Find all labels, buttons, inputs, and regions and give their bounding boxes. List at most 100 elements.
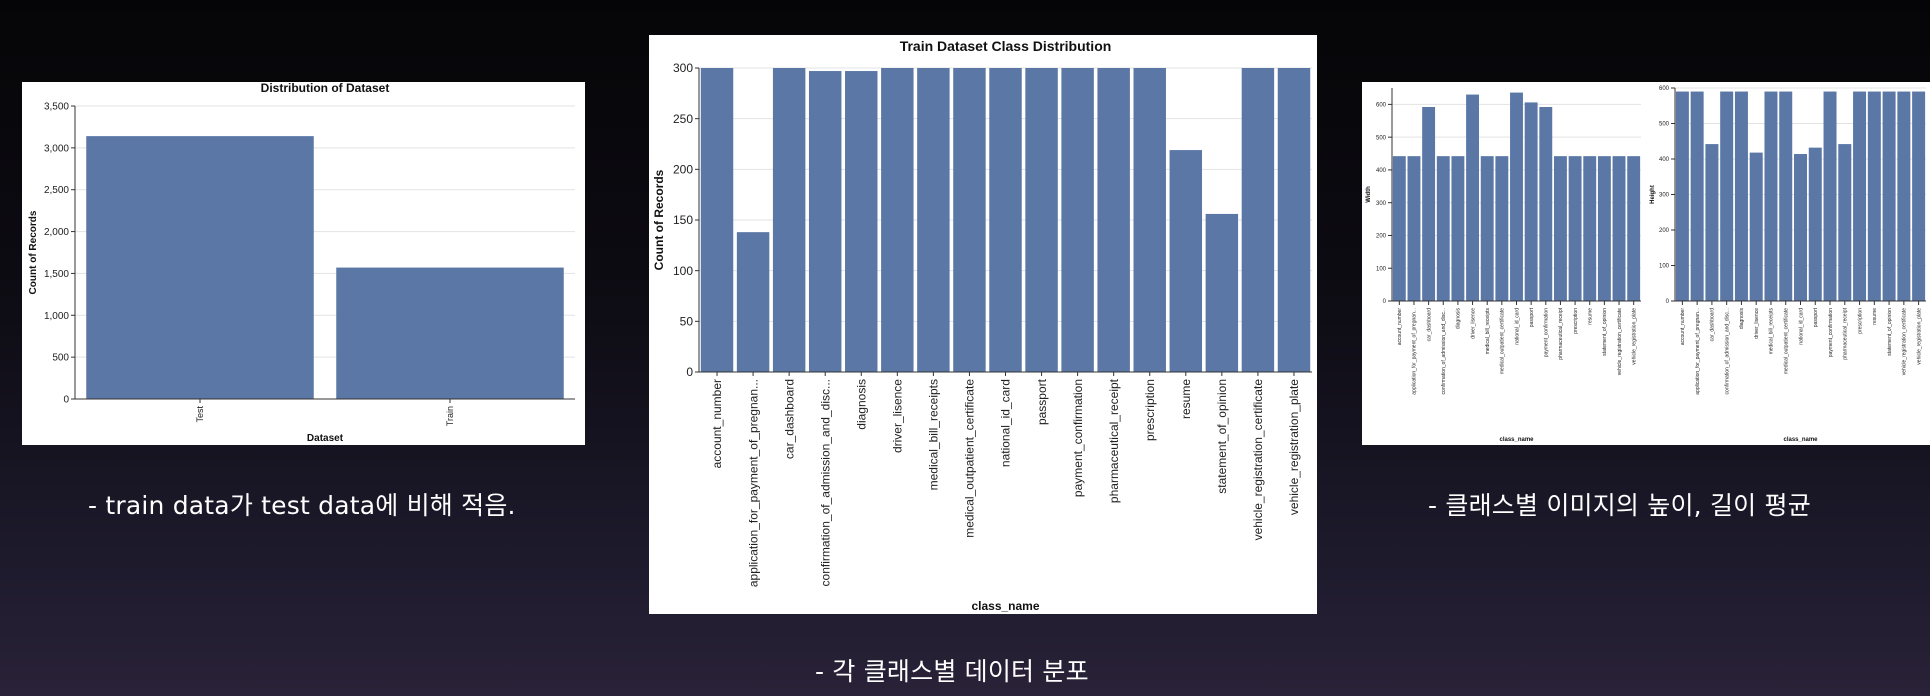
- y-tick-label: 100: [1376, 266, 1387, 272]
- bar: [1882, 91, 1896, 301]
- x-tick-label: Train: [445, 406, 455, 426]
- x-tick-label: confirmation_of_admission_and_disc...: [1441, 308, 1447, 394]
- class-distribution-caption: - 각 클래스별 데이터 분포: [815, 657, 1089, 686]
- y-tick-label: 300: [1659, 193, 1670, 199]
- x-tick-label: prescription: [1573, 308, 1579, 334]
- bar: [845, 71, 878, 372]
- x-tick-label: medical_bill_receipts: [927, 379, 941, 490]
- bar: [1705, 144, 1719, 301]
- y-tick-label: 100: [1659, 264, 1670, 270]
- x-tick-label: national_id_card: [999, 379, 1013, 467]
- x-tick-label: payment_confirmation: [1828, 308, 1834, 357]
- x-axis-title: class_name: [971, 599, 1039, 613]
- x-tick-label: account_number: [1680, 308, 1686, 346]
- bar: [86, 136, 314, 399]
- x-tick-label: national_id_card: [1514, 308, 1520, 345]
- x-tick-label: car_dashboard: [782, 379, 796, 459]
- y-tick-label: 400: [1659, 157, 1670, 163]
- x-tick-label: confirmation_of_admission_and_disc...: [1724, 308, 1730, 394]
- y-tick-label: 600: [1376, 102, 1387, 108]
- x-tick-label: medical_bill_receipts: [1769, 308, 1775, 355]
- bar: [1867, 91, 1881, 301]
- train-class-distribution-chart: 0 50 100 150 200 250 300 account_number applicat…: [652, 38, 1312, 613]
- bar: [1675, 91, 1689, 301]
- bar: [1480, 156, 1494, 301]
- x-tick-label: driver_lisence: [891, 379, 905, 453]
- bar: [1392, 156, 1406, 301]
- x-tick-label: account_number: [1397, 308, 1403, 346]
- bar: [1853, 91, 1867, 301]
- bar: [1897, 91, 1911, 301]
- x-tick-label: vehicle_registration_plate: [1916, 308, 1922, 365]
- bar: [1583, 156, 1597, 301]
- x-tick-label: driver_lisence: [1754, 308, 1760, 339]
- image-size-panel: 0 100 200 300 400 500 600 account_number applica…: [1362, 82, 1930, 445]
- bar: [1612, 156, 1626, 301]
- y-tick-label: 500: [1659, 122, 1670, 128]
- image-size-caption: - 클래스별 이미지의 높이, 길이 평균: [1428, 491, 1811, 520]
- bar: [1061, 68, 1094, 372]
- bar: [1407, 156, 1421, 301]
- x-tick-label: payment_confirmation: [1071, 379, 1085, 497]
- bar: [1466, 94, 1480, 301]
- bar: [1025, 68, 1058, 372]
- x-tick-label: statement_of_opinion: [1887, 308, 1893, 356]
- y-axis-title: Height: [1650, 185, 1656, 204]
- bar: [1627, 156, 1641, 301]
- x-tick-label: resume: [1587, 308, 1593, 325]
- y-axis-title: Width: [1366, 186, 1372, 203]
- y-tick-label: 0: [1666, 299, 1670, 305]
- bar: [736, 232, 770, 372]
- bar: [1422, 107, 1436, 301]
- chart-title: Distribution of Dataset: [261, 82, 390, 95]
- height-by-class-chart: 0 100 200 300 400 500 600 account_number applica…: [1650, 86, 1926, 443]
- y-tick-label: 0: [686, 365, 693, 379]
- bar: [989, 68, 1022, 372]
- bar: [1779, 91, 1793, 301]
- x-tick-label: medical_outpatient_certificate: [963, 379, 977, 538]
- bar: [953, 68, 986, 372]
- y-tick-label: 0: [1383, 299, 1387, 305]
- y-tick-label: 600: [1659, 86, 1670, 92]
- x-axis-title: class_name: [1499, 437, 1534, 443]
- x-tick-label: vehicle_registration_certificate: [1617, 308, 1623, 375]
- y-tick-label: 2,000: [44, 227, 69, 238]
- bar: [1495, 156, 1509, 301]
- bar: [1794, 154, 1807, 301]
- bar: [1597, 156, 1611, 301]
- bar: [1436, 156, 1450, 301]
- x-tick-label: prescription: [1143, 379, 1157, 441]
- y-tick-label: 300: [673, 61, 693, 75]
- bar: [881, 68, 914, 372]
- x-tick-label: car_dashboard: [1426, 308, 1432, 342]
- y-tick-label: 3,000: [44, 143, 69, 154]
- x-tick-label: medical_outpatient_certificate: [1783, 308, 1789, 374]
- x-tick-label: pharmaceutical_receipt: [1843, 307, 1849, 359]
- bar: [1690, 91, 1704, 301]
- bar: [1764, 91, 1778, 301]
- bar: [1734, 91, 1748, 301]
- y-tick-label: 1,500: [44, 269, 69, 280]
- x-tick-label: Test: [195, 406, 205, 423]
- bar: [917, 68, 950, 372]
- bar: [1553, 156, 1567, 301]
- bar: [336, 267, 564, 399]
- x-tick-label: passport: [1529, 307, 1535, 327]
- x-tick-label: resume: [1179, 379, 1193, 419]
- x-tick-label: passport: [1813, 307, 1819, 327]
- bar: [1277, 68, 1311, 372]
- bar: [1097, 68, 1130, 372]
- bar: [1510, 92, 1523, 301]
- y-tick-label: 3,500: [44, 102, 69, 113]
- y-tick-label: 100: [673, 264, 693, 278]
- bar: [1720, 91, 1734, 301]
- bar: [700, 68, 734, 372]
- x-tick-label: diagnosis: [1739, 308, 1745, 330]
- y-tick-label: 200: [1659, 228, 1670, 234]
- x-tick-label: statement_of_opinion: [1215, 379, 1229, 494]
- bar: [1539, 107, 1553, 301]
- x-tick-label: vehicle_registration_plate: [1631, 308, 1637, 365]
- x-tick-label: driver_lisence: [1470, 308, 1476, 339]
- dataset-distribution-panel: 0 500 1,000 1,500 2,000 2,500 3,000 3,500 Test Tr…: [22, 82, 585, 445]
- x-tick-label: confirmation_of_admission_and_disc...: [818, 379, 832, 586]
